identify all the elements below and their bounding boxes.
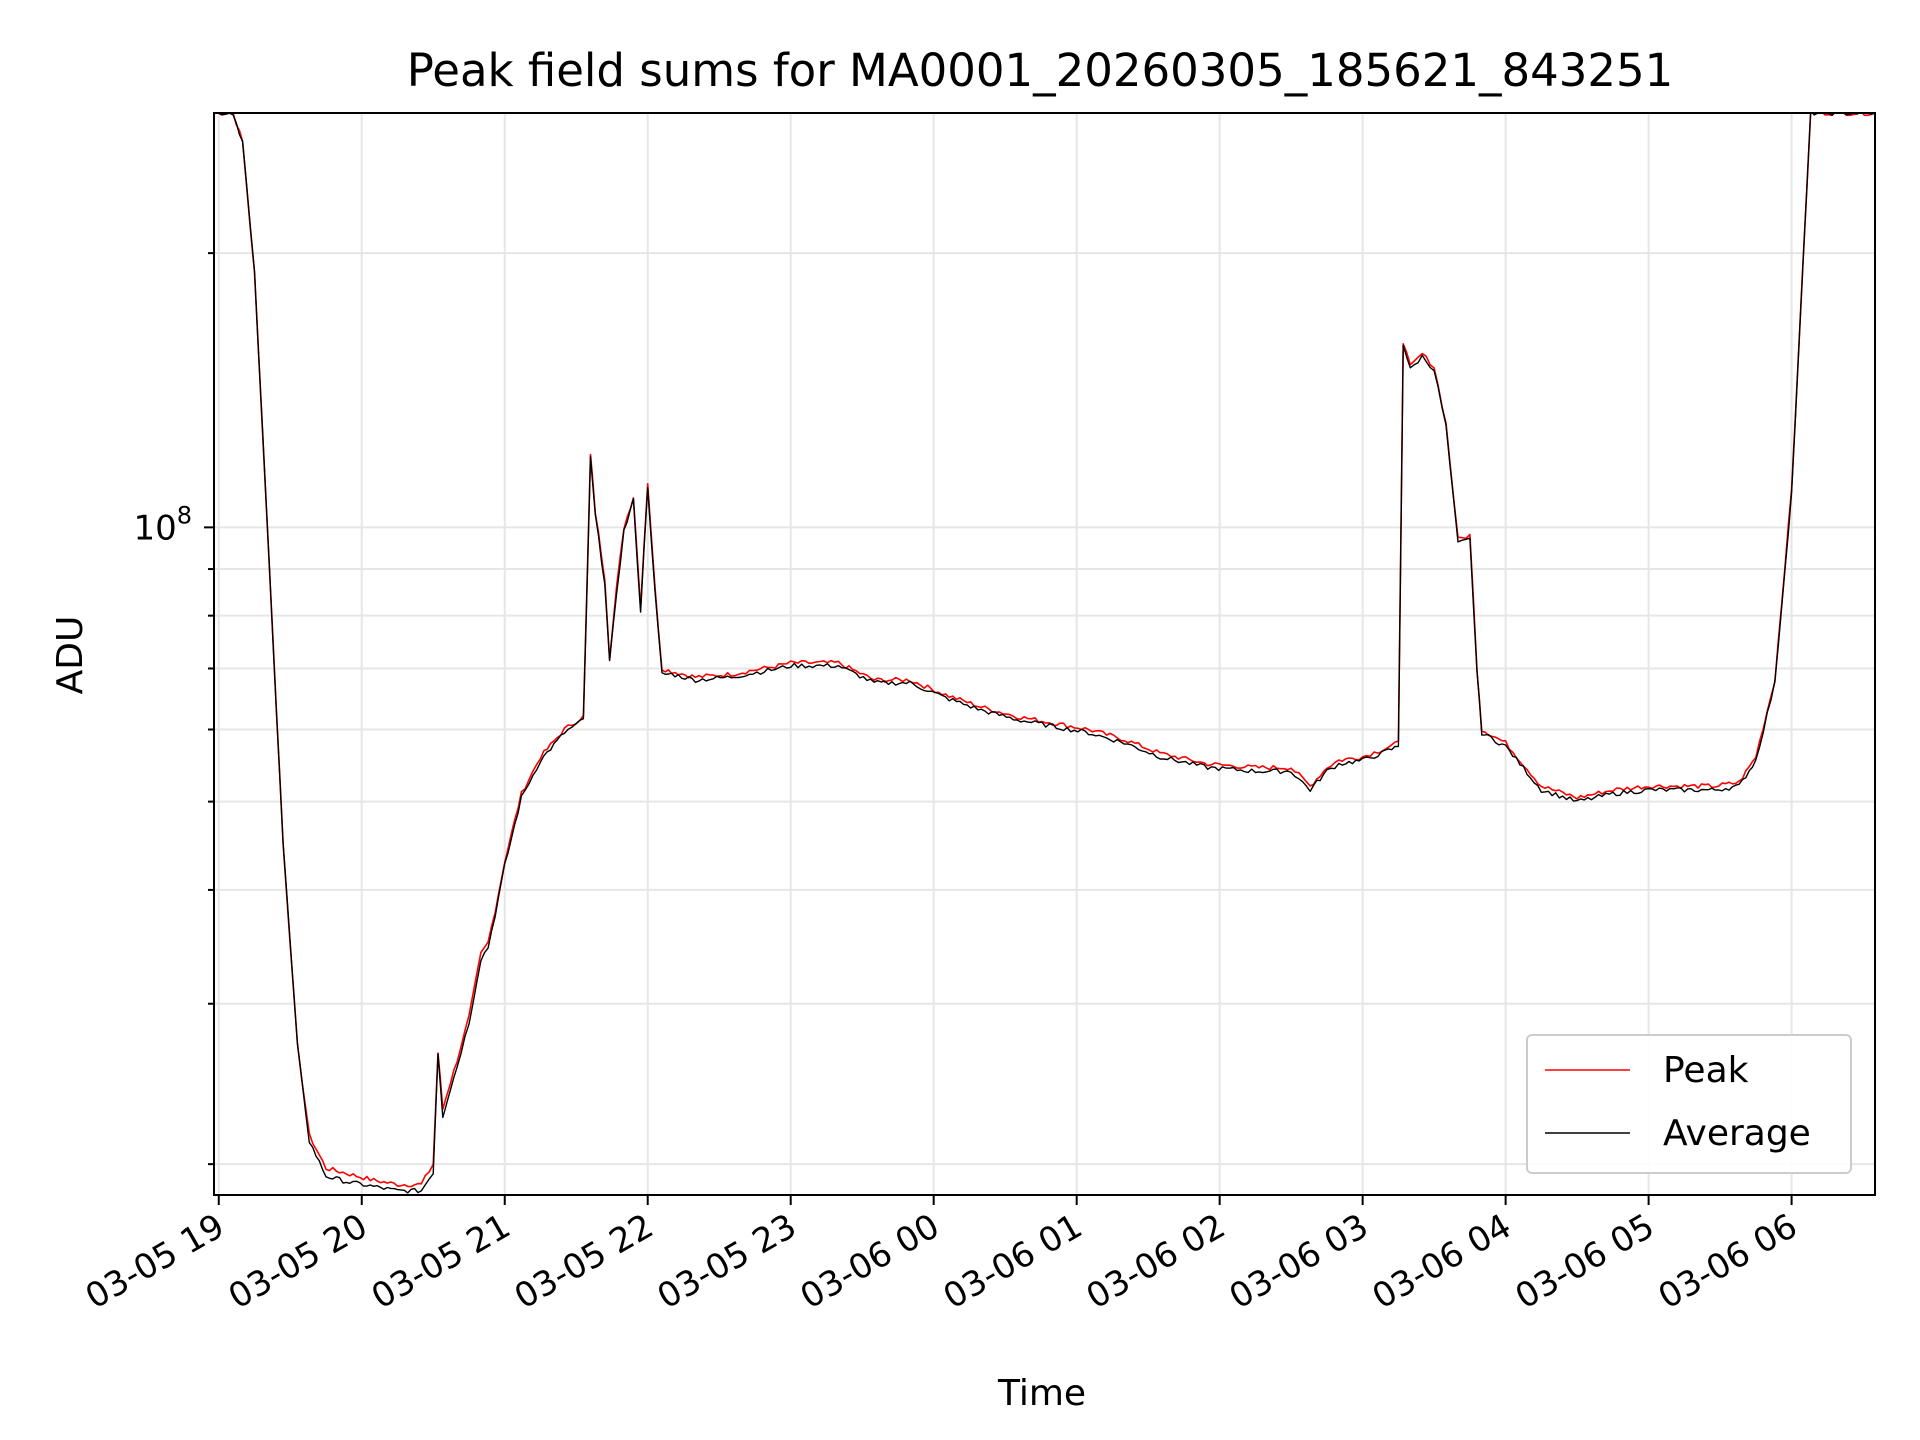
x-axis-label: Time — [997, 1373, 1086, 1414]
x-tick-label: 03-06 05 — [1509, 1206, 1661, 1317]
x-tick-label: 03-05 20 — [222, 1206, 374, 1317]
x-tick-label: 03-06 03 — [1223, 1206, 1375, 1317]
chart-title: Peak field sums for MA0001_20260305_1856… — [407, 44, 1674, 97]
grid — [214, 113, 1875, 1195]
x-tick-label: 03-06 06 — [1652, 1206, 1804, 1317]
legend: Peak Average — [1526, 1034, 1852, 1174]
x-tick-label: 03-05 23 — [651, 1206, 803, 1317]
plot-frame — [213, 112, 1876, 1196]
x-tick-label: 03-06 02 — [1080, 1206, 1232, 1317]
series-layer — [214, 113, 1875, 1194]
x-tick-label: 03-05 22 — [508, 1206, 660, 1317]
x-tick-label: 03-05 21 — [365, 1206, 517, 1317]
x-tick-label: 03-06 04 — [1366, 1206, 1518, 1317]
x-tick-label: 03-06 00 — [794, 1206, 946, 1317]
y-axis-label: ADU — [50, 616, 91, 695]
x-tick-label: 03-06 01 — [937, 1206, 1089, 1317]
x-tick-label: 03-05 19 — [79, 1206, 231, 1317]
legend-label-average: Average — [1663, 1113, 1811, 1154]
y-axis: 108 — [133, 252, 214, 1166]
y-tick-label: 108 — [133, 501, 192, 548]
series-line-peak — [214, 113, 1875, 1188]
legend-label-peak: Peak — [1663, 1050, 1749, 1091]
series-line-average — [214, 113, 1875, 1194]
